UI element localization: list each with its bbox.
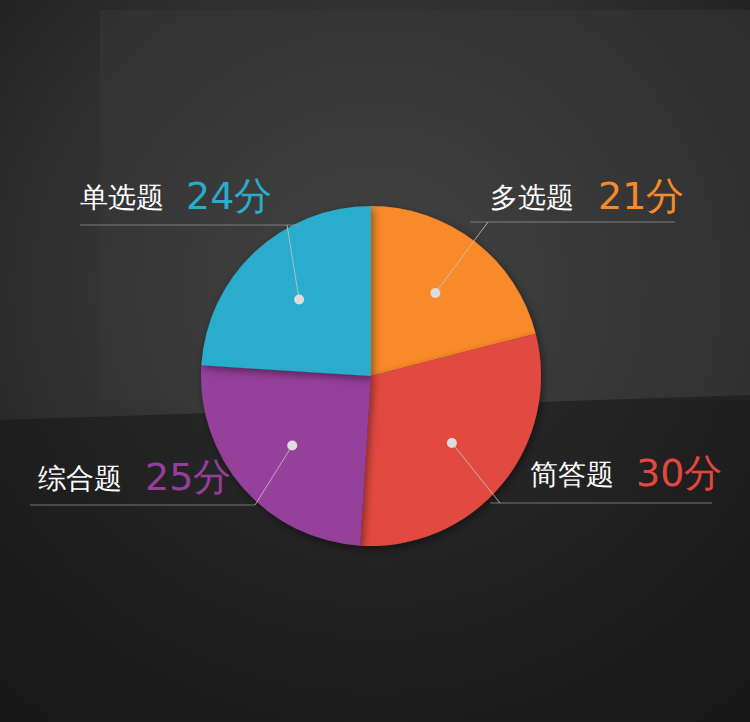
background: [0, 0, 750, 722]
leader-dot: [287, 440, 297, 450]
value-label: 24分: [186, 174, 272, 218]
leader-line: [255, 445, 292, 505]
category-label: 综合题: [38, 462, 122, 495]
category-label: 多选题: [490, 181, 574, 214]
leader-dot: [447, 438, 457, 448]
value-label: 21分: [598, 174, 684, 218]
leader-line: [452, 443, 500, 503]
value-label: 25分: [145, 455, 231, 499]
label-underline: [490, 503, 712, 504]
slice: [360, 334, 541, 546]
screen-backdrop: [100, 10, 750, 400]
category-label: 单选题: [80, 181, 164, 214]
leader-dot: [294, 294, 304, 304]
value-label: 30分: [636, 451, 722, 495]
label-underline: [30, 505, 255, 506]
label-underline: [80, 225, 300, 226]
label-underline: [470, 222, 675, 223]
leader-line: [287, 225, 299, 299]
labels: 多选题 21分简答题 30分 综合题 25分 单选题 24分: [30, 174, 722, 505]
pie: [201, 206, 541, 546]
chart: 多选题 21分简答题 30分 综合题 25分 单选题 24分: [0, 0, 750, 722]
category-label: 简答题: [530, 458, 614, 491]
slice: [201, 206, 371, 376]
leader-dot: [430, 288, 440, 298]
leader-line: [435, 222, 488, 293]
